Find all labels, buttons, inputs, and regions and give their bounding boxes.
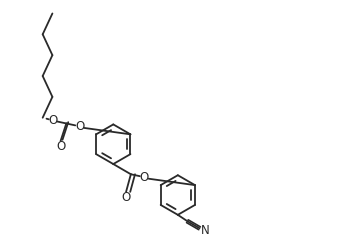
Text: N: N: [201, 224, 210, 237]
Text: O: O: [75, 120, 84, 133]
Text: O: O: [121, 191, 131, 204]
Text: O: O: [48, 114, 58, 127]
Text: O: O: [139, 171, 149, 184]
Text: O: O: [56, 140, 65, 153]
